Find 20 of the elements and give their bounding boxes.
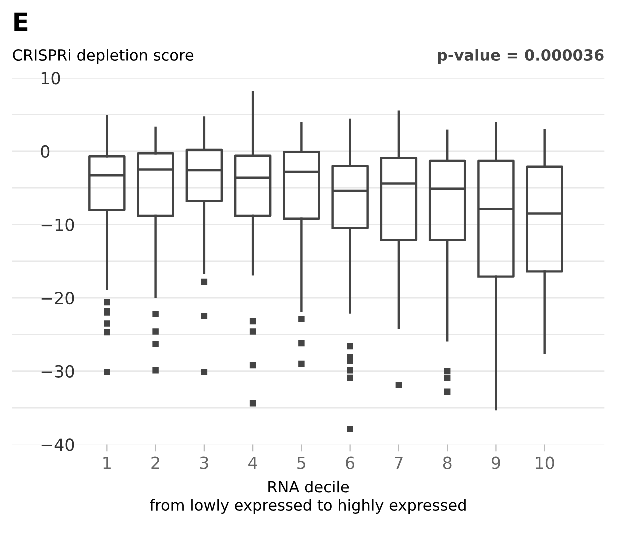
x-tick-label: 5 — [298, 456, 306, 470]
x-tick-label: 1 — [104, 456, 111, 470]
x-tick-label: 7 — [395, 456, 403, 470]
y-tick-label: −40 — [42, 438, 74, 452]
x-tick-label: 2 — [152, 456, 160, 470]
y-tick-label: −30 — [42, 365, 74, 378]
chart-title: E — [14, 12, 28, 32]
y-tick-label: 10 — [42, 72, 60, 85]
x-tick-label: 9 — [492, 456, 500, 470]
x-tick-label: 4 — [248, 456, 258, 470]
y-tick-label: −10 — [42, 218, 74, 232]
x-axis-title: RNA decile from lowly expressed to highly expressed — [150, 480, 466, 514]
x-tick-label: 6 — [346, 456, 355, 470]
text: p-value = 0.000036 — [438, 49, 604, 64]
y-axis-title: CRISPRi depletion score — [13, 49, 194, 64]
x-tick-label: 8 — [443, 456, 452, 470]
y-tick-label: 0 — [41, 145, 50, 158]
x-tick-label: 3 — [200, 456, 208, 470]
x-tick-label: 10 — [536, 456, 554, 470]
y-tick-label: −20 — [42, 292, 74, 305]
